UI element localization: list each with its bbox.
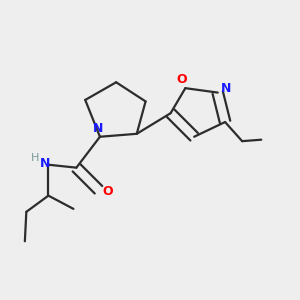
Text: N: N [92, 122, 103, 135]
Text: H: H [31, 153, 39, 163]
Text: N: N [221, 82, 232, 95]
Text: O: O [102, 185, 112, 198]
Text: N: N [40, 157, 50, 170]
Text: O: O [176, 74, 187, 86]
